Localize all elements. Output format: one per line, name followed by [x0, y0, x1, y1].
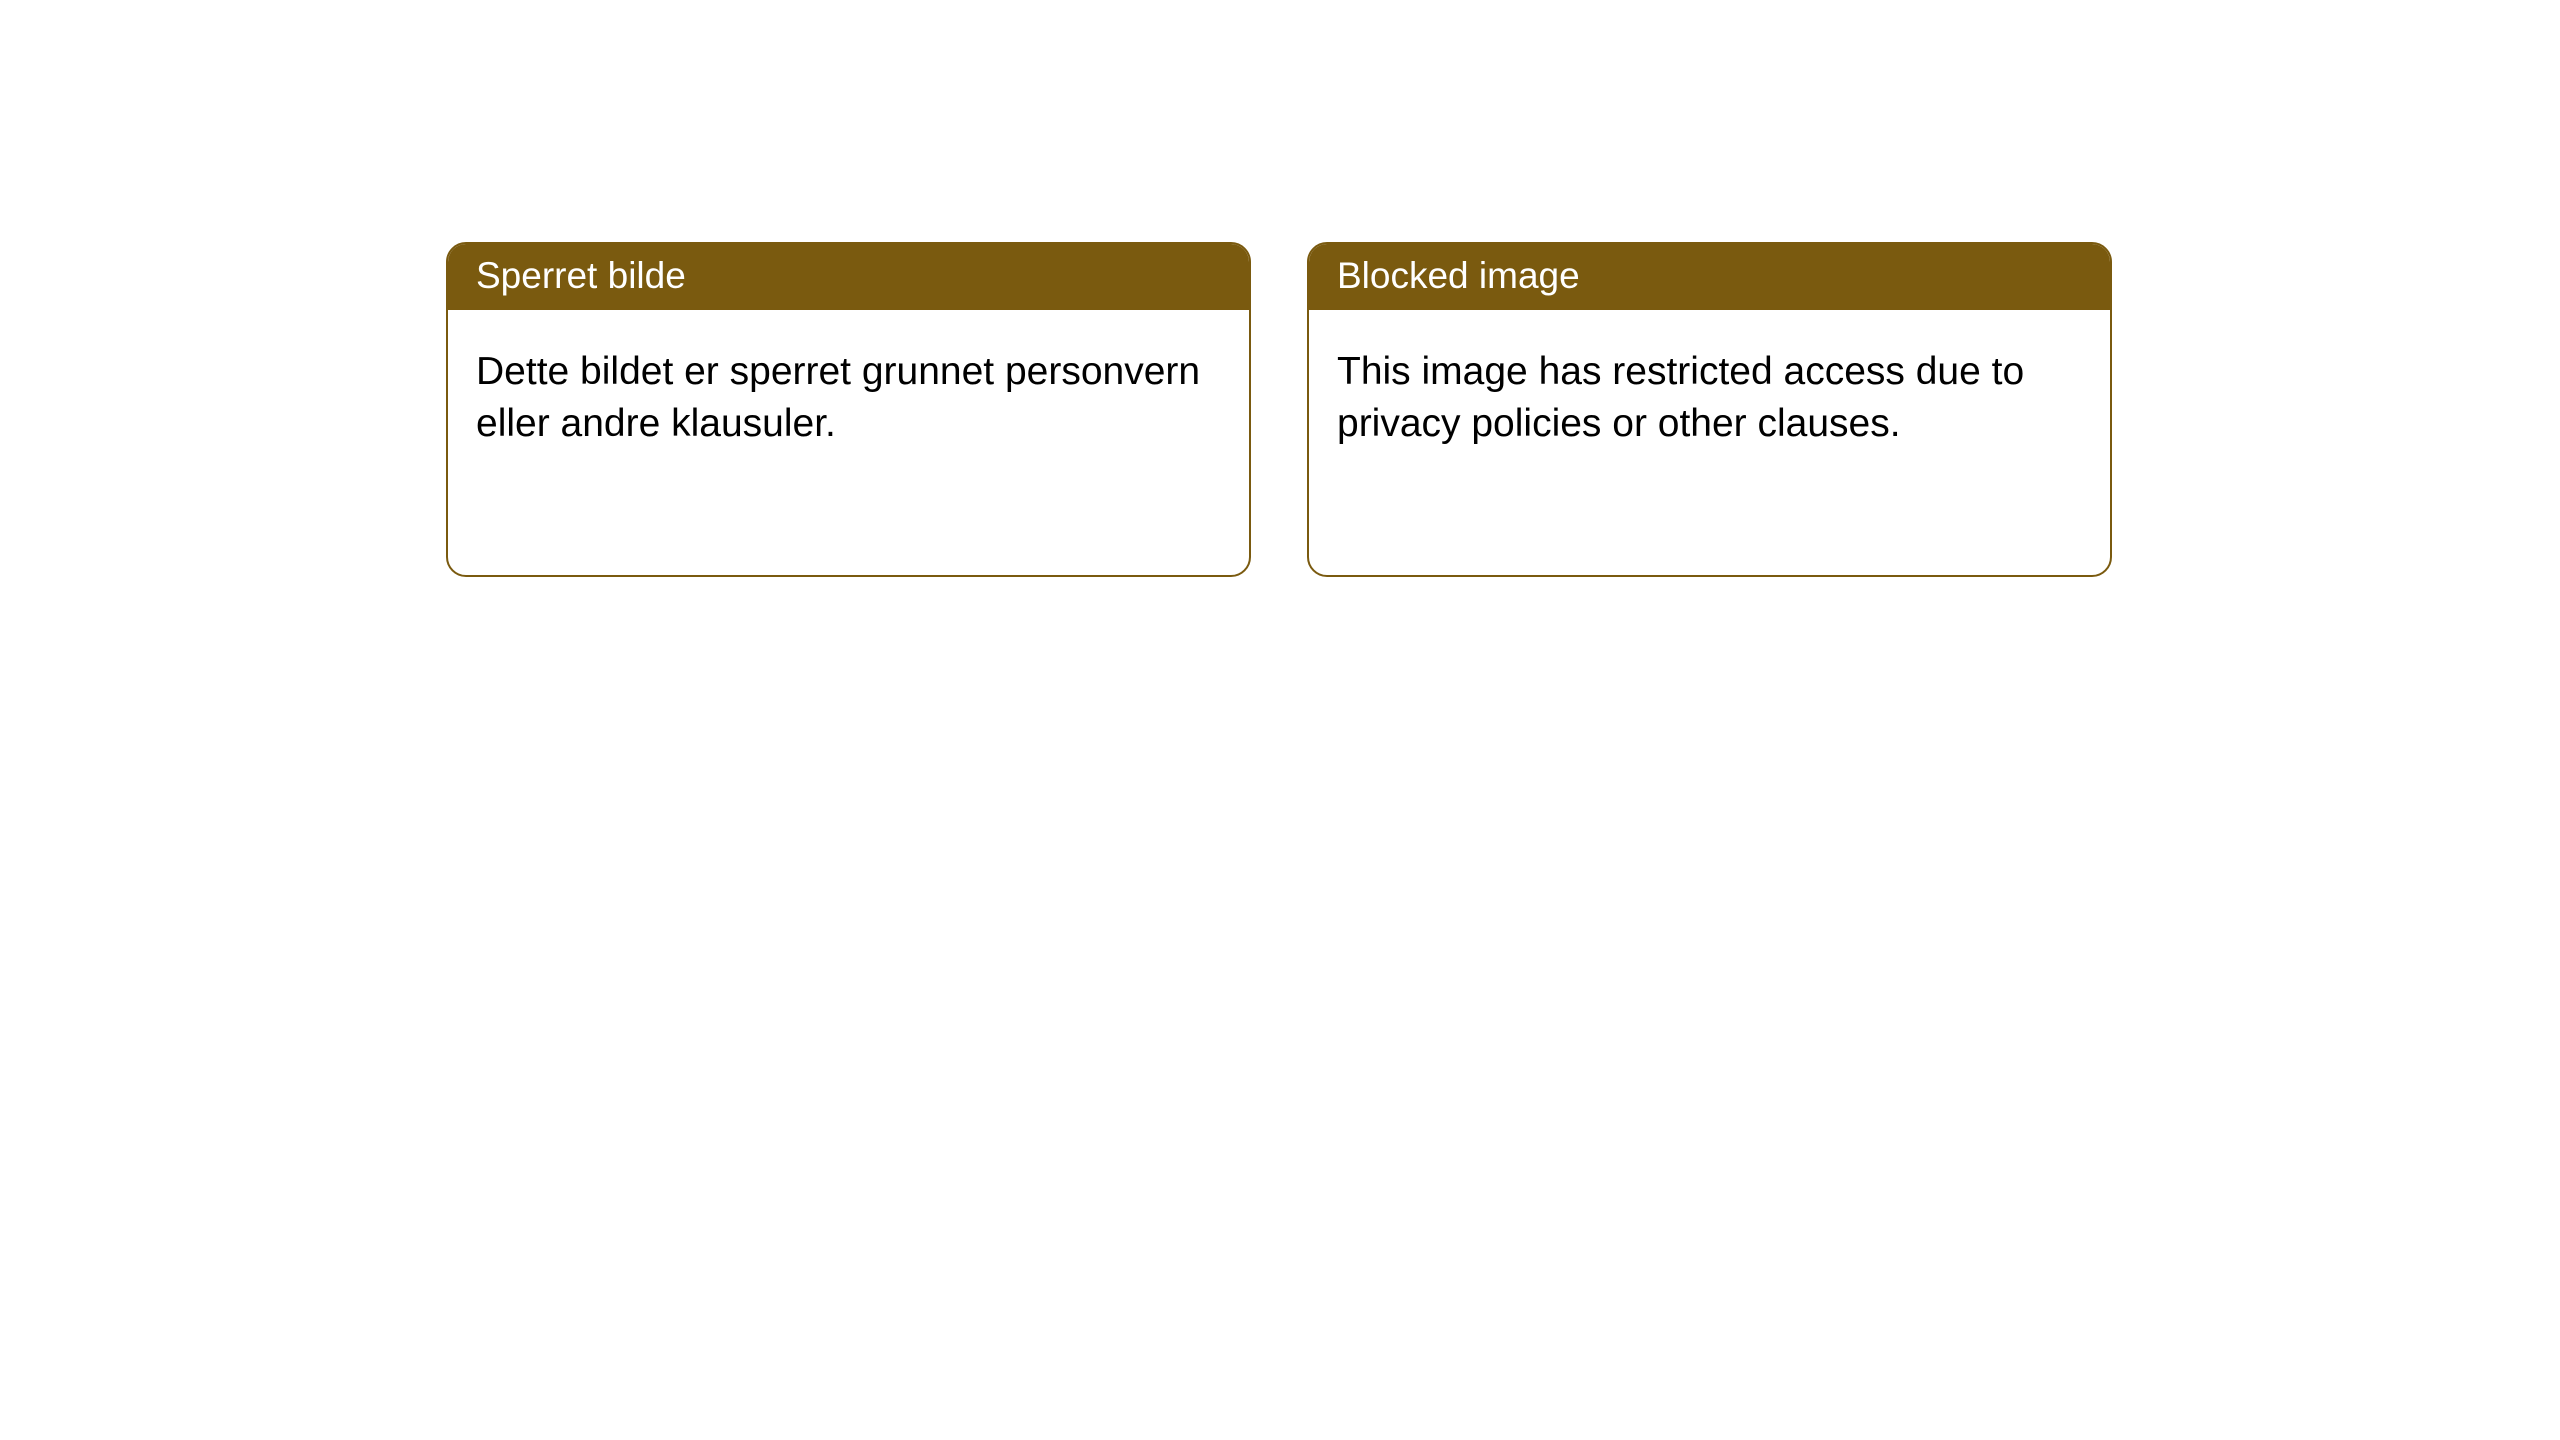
notice-container: Sperret bilde Dette bildet er sperret gr… — [0, 0, 2560, 577]
blocked-image-card-no: Sperret bilde Dette bildet er sperret gr… — [446, 242, 1251, 577]
card-message: Dette bildet er sperret grunnet personve… — [476, 350, 1200, 444]
card-title: Sperret bilde — [476, 255, 686, 296]
card-body: This image has restricted access due to … — [1309, 310, 2110, 477]
card-header: Blocked image — [1309, 244, 2110, 310]
card-title: Blocked image — [1337, 255, 1580, 296]
card-header: Sperret bilde — [448, 244, 1249, 310]
card-body: Dette bildet er sperret grunnet personve… — [448, 310, 1249, 477]
blocked-image-card-en: Blocked image This image has restricted … — [1307, 242, 2112, 577]
card-message: This image has restricted access due to … — [1337, 350, 2024, 444]
